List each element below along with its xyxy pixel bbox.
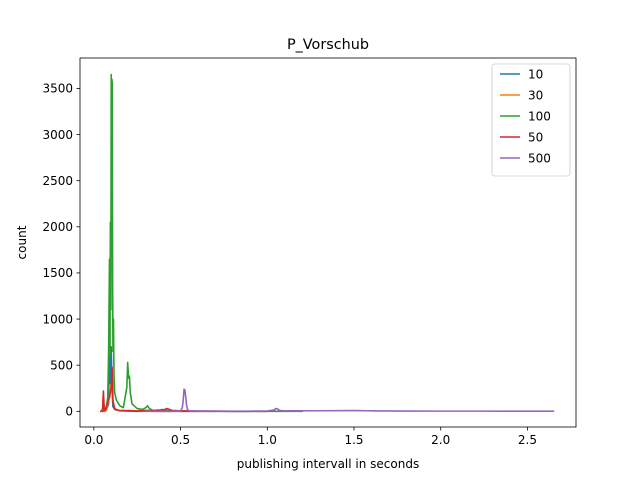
x-axis: 0.0 0.5 1.0 1.5 2.0 2.5 — [84, 427, 537, 447]
x-tick-label: 0.5 — [171, 433, 190, 447]
legend-box — [491, 63, 571, 177]
legend: 10 30 100 50 500 — [491, 63, 571, 177]
y-axis: 0 500 1000 1500 2000 2500 3000 3500 — [42, 82, 80, 419]
legend-label-100: 100 — [528, 109, 551, 123]
y-tick-label: 3500 — [42, 82, 73, 96]
x-tick-label: 0.0 — [84, 433, 103, 447]
series-group — [99, 73, 555, 413]
x-tick-label: 2.5 — [518, 433, 537, 447]
legend-label-50: 50 — [528, 130, 543, 144]
y-tick-label: 500 — [50, 358, 73, 372]
plot-frame — [79, 57, 577, 428]
plot-area — [79, 57, 577, 428]
y-tick-label: 3000 — [42, 128, 73, 142]
y-tick-label: 2500 — [42, 174, 73, 188]
x-tick-label: 1.0 — [258, 433, 277, 447]
legend-label-500: 500 — [528, 151, 551, 165]
chart-title: P_Vorschub — [287, 37, 369, 53]
y-tick-label: 0 — [65, 405, 73, 419]
y-axis-label: count — [15, 225, 29, 259]
series-line-500 — [145, 388, 555, 413]
x-axis-label: publishing intervall in seconds — [237, 457, 419, 471]
legend-label-10: 10 — [528, 67, 543, 81]
y-tick-label: 1000 — [42, 312, 73, 326]
legend-label-30: 30 — [528, 88, 543, 102]
x-tick-label: 1.5 — [344, 433, 363, 447]
y-tick-label: 2000 — [42, 220, 73, 234]
series-line-50 — [99, 366, 269, 413]
y-tick-label: 1500 — [42, 266, 73, 280]
x-tick-label: 2.0 — [431, 433, 450, 447]
